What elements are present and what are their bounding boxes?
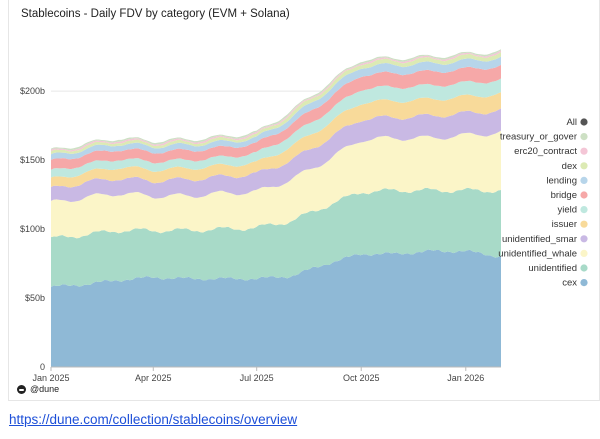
legend-label: All [566,117,577,128]
legend-swatch [580,118,588,126]
area-series-lending [51,56,501,160]
chart-card: Stablecoins - Daily FDV by category (EVM… [8,0,600,401]
legend-item-cex[interactable]: cex [562,278,588,289]
x-tick-label: Oct 2025 [343,373,380,383]
legend-item-yield[interactable]: yield [557,205,588,216]
legend-label: unidentified_whale [498,248,577,259]
area-series-bridge [51,64,501,170]
legend-swatch [580,279,588,287]
y-tick-label: 0 [40,362,45,372]
dune-brand[interactable]: @dune [17,384,59,394]
legend-label: yield [557,205,577,216]
legend-label: dex [562,161,578,172]
area-series-cex [51,249,501,367]
y-tick-label: $150b [20,155,45,165]
dune-handle: @dune [30,384,60,394]
legend-item-issuer[interactable]: issuer [552,219,588,230]
area-series-unidentified-whale [51,130,501,239]
legend-item-erc20-contract[interactable]: erc20_contract [514,146,588,157]
legend-item-unidentified-whale[interactable]: unidentified_whale [498,248,588,259]
dune-logo-icon [17,384,26,394]
legend-label: treasury_or_gover [500,132,577,143]
x-tick-label: Jul 2025 [240,373,274,383]
legend-swatch [580,162,588,170]
legend-label: cex [562,278,577,289]
y-tick-label: $200b [20,86,45,96]
legend-label: issuer [552,219,577,230]
chart-svg: 0 $50b $100b $150b $200b Jan 2025 Apr 2025 Jul… [20,49,588,383]
area-series-dex [51,52,501,155]
legend-swatch [580,249,588,257]
area-series-unidentified [51,187,501,288]
legend-item-unidentified-smar[interactable]: unidentified_smar [502,234,588,245]
legend-item-dex[interactable]: dex [562,161,588,172]
area-series-issuer [51,92,501,188]
area-series-treasury-or-governance [51,49,501,151]
legend-swatch [580,220,588,228]
chart-title: Stablecoins - Daily FDV by category (EVM… [21,8,290,20]
x-tick-label: Jan 2025 [32,373,69,383]
legend-swatch [580,176,588,184]
area-series-unidentified-smart-contract [51,108,501,203]
area-series-yield [51,78,501,178]
legend-label: bridge [551,190,577,201]
legend-item-all[interactable]: All [566,117,588,128]
area-series-erc20-contract [51,50,501,152]
legend-item-unidentified[interactable]: unidentified [528,263,588,274]
legend-label: erc20_contract [514,146,577,157]
y-tick-label: $100b [20,224,45,234]
legend-swatch [580,264,588,272]
legend-swatch [580,206,588,214]
legend-item-bridge[interactable]: bridge [551,190,588,201]
legend-swatch [580,133,588,141]
y-tick-label: $50b [25,293,45,303]
legend-swatch [580,191,588,199]
legend-label: unidentified [528,263,577,274]
legend-swatch [580,235,588,243]
x-tick-label: Jan 2026 [447,373,484,383]
legend-label: lending [546,175,577,186]
legend-item-lending[interactable]: lending [546,175,588,186]
x-tick-label: Apr 2025 [135,373,172,383]
overview-link[interactable]: https://dune.com/collection/stablecoins/… [9,412,298,427]
legend-label: unidentified_smar [502,234,577,245]
legend-item-treasury-or-gover[interactable]: treasury_or_gover [500,132,588,143]
legend-swatch [580,147,588,155]
